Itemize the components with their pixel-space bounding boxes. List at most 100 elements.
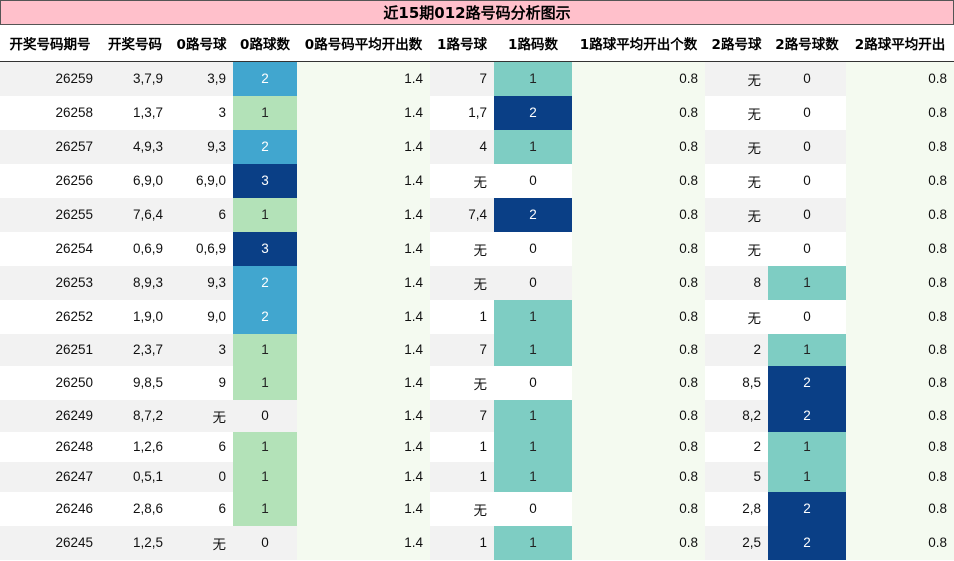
table-row: 26257 4,9,3 9,3 2 1.4 4 1 0.8 无 0 0.8 <box>0 129 954 164</box>
r1-avg-cell: 0.8 <box>572 265 705 300</box>
r0-balls-cell: 3,9 <box>170 61 233 96</box>
r0-avg-cell: 1.4 <box>297 461 430 492</box>
r1-count-cell: 1 <box>494 431 572 462</box>
r0-balls-cell: 0,6,9 <box>170 231 233 266</box>
table-row: 26245 1,2,5 无 0 1.4 1 1 0.8 2,5 2 0.8 <box>0 525 954 560</box>
r1-count-cell: 1 <box>494 299 572 334</box>
r2-balls-cell: 无 <box>705 299 768 334</box>
numbers-cell: 4,9,3 <box>100 129 170 164</box>
r0-count-cell: 2 <box>233 265 297 300</box>
r0-count-cell: 1 <box>233 333 297 366</box>
r1-balls-cell: 1 <box>430 299 494 334</box>
r1-balls-cell: 1,7 <box>430 95 494 130</box>
r0-count-cell: 1 <box>233 431 297 462</box>
numbers-cell: 6,9,0 <box>100 163 170 198</box>
r1-count-cell: 1 <box>494 129 572 164</box>
r0-avg-cell: 1.4 <box>297 163 430 198</box>
r1-balls-cell: 7 <box>430 399 494 432</box>
r1-balls-cell: 7 <box>430 333 494 366</box>
r2-avg-cell: 0.8 <box>846 61 954 96</box>
table-row: 26247 0,5,1 0 1 1.4 1 1 0.8 5 1 0.8 <box>0 461 954 492</box>
r2-count-cell: 0 <box>768 231 846 266</box>
period-cell: 26256 <box>0 163 100 198</box>
r1-avg-cell: 0.8 <box>572 491 705 526</box>
period-cell: 26251 <box>0 333 100 366</box>
numbers-cell: 8,7,2 <box>100 399 170 432</box>
table-row: 26251 2,3,7 3 1 1.4 7 1 0.8 2 1 0.8 <box>0 333 954 366</box>
r2-avg-cell: 0.8 <box>846 197 954 232</box>
r1-balls-cell: 无 <box>430 231 494 266</box>
r1-balls-cell: 1 <box>430 431 494 462</box>
r0-avg-cell: 1.4 <box>297 95 430 130</box>
period-cell: 26259 <box>0 61 100 96</box>
r0-avg-cell: 1.4 <box>297 491 430 526</box>
numbers-cell: 0,5,1 <box>100 461 170 492</box>
table-row: 26259 3,7,9 3,9 2 1.4 7 1 0.8 无 0 0.8 <box>0 61 954 96</box>
r0-avg-cell: 1.4 <box>297 525 430 560</box>
period-cell: 26247 <box>0 461 100 492</box>
r2-balls-cell: 无 <box>705 163 768 198</box>
table-row: 26254 0,6,9 0,6,9 3 1.4 无 0 0.8 无 0 0.8 <box>0 231 954 266</box>
header-r0-avg: 0路号码平均开出数 <box>297 25 430 62</box>
r2-avg-cell: 0.8 <box>846 265 954 300</box>
r0-count-cell: 3 <box>233 231 297 266</box>
r2-count-cell: 1 <box>768 333 846 366</box>
r0-count-cell: 1 <box>233 365 297 400</box>
analysis-table: 开奖号码期号 开奖号码 0路号球 0路球数 0路号码平均开出数 1路号球 1路码… <box>0 25 954 560</box>
table-row: 26253 8,9,3 9,3 2 1.4 无 0 0.8 8 1 0.8 <box>0 265 954 300</box>
r2-avg-cell: 0.8 <box>846 365 954 400</box>
r0-avg-cell: 1.4 <box>297 61 430 96</box>
period-cell: 26252 <box>0 299 100 334</box>
r2-balls-cell: 2,8 <box>705 491 768 526</box>
r2-avg-cell: 0.8 <box>846 231 954 266</box>
r2-avg-cell: 0.8 <box>846 333 954 366</box>
r1-balls-cell: 4 <box>430 129 494 164</box>
table-row: 26252 1,9,0 9,0 2 1.4 1 1 0.8 无 0 0.8 <box>0 299 954 334</box>
r1-avg-cell: 0.8 <box>572 431 705 462</box>
numbers-cell: 2,3,7 <box>100 333 170 366</box>
r2-balls-cell: 2 <box>705 333 768 366</box>
header-r0-balls: 0路号球 <box>170 25 233 62</box>
r0-avg-cell: 1.4 <box>297 129 430 164</box>
r2-count-cell: 1 <box>768 431 846 462</box>
r2-balls-cell: 无 <box>705 197 768 232</box>
r1-balls-cell: 7 <box>430 61 494 96</box>
period-cell: 26254 <box>0 231 100 266</box>
r1-avg-cell: 0.8 <box>572 399 705 432</box>
table-row: 26248 1,2,6 6 1 1.4 1 1 0.8 2 1 0.8 <box>0 431 954 462</box>
r0-avg-cell: 1.4 <box>297 265 430 300</box>
period-cell: 26248 <box>0 431 100 462</box>
r2-avg-cell: 0.8 <box>846 431 954 462</box>
table-body: 26259 3,7,9 3,9 2 1.4 7 1 0.8 无 0 0.8 26258 1,3,7 3 1 1… <box>0 61 954 560</box>
numbers-cell: 2,8,6 <box>100 491 170 526</box>
r1-count-cell: 2 <box>494 95 572 130</box>
r1-count-cell: 2 <box>494 197 572 232</box>
r1-avg-cell: 0.8 <box>572 61 705 96</box>
r2-count-cell: 0 <box>768 163 846 198</box>
r0-avg-cell: 1.4 <box>297 299 430 334</box>
r1-balls-cell: 7,4 <box>430 197 494 232</box>
r2-balls-cell: 无 <box>705 129 768 164</box>
numbers-cell: 1,2,5 <box>100 525 170 560</box>
numbers-cell: 7,6,4 <box>100 197 170 232</box>
r2-count-cell: 0 <box>768 95 846 130</box>
period-cell: 26250 <box>0 365 100 400</box>
r2-avg-cell: 0.8 <box>846 491 954 526</box>
period-cell: 26246 <box>0 491 100 526</box>
header-r2-avg: 2路球平均开出 <box>846 25 954 62</box>
header-r0-count: 0路球数 <box>233 25 297 62</box>
r0-count-cell: 1 <box>233 491 297 526</box>
r1-avg-cell: 0.8 <box>572 525 705 560</box>
r2-balls-cell: 2,5 <box>705 525 768 560</box>
r2-avg-cell: 0.8 <box>846 399 954 432</box>
r1-avg-cell: 0.8 <box>572 231 705 266</box>
numbers-cell: 8,9,3 <box>100 265 170 300</box>
r0-balls-cell: 9,0 <box>170 299 233 334</box>
r0-count-cell: 2 <box>233 129 297 164</box>
r1-count-cell: 0 <box>494 231 572 266</box>
r1-count-cell: 1 <box>494 461 572 492</box>
r1-avg-cell: 0.8 <box>572 197 705 232</box>
r0-balls-cell: 无 <box>170 525 233 560</box>
r1-avg-cell: 0.8 <box>572 95 705 130</box>
